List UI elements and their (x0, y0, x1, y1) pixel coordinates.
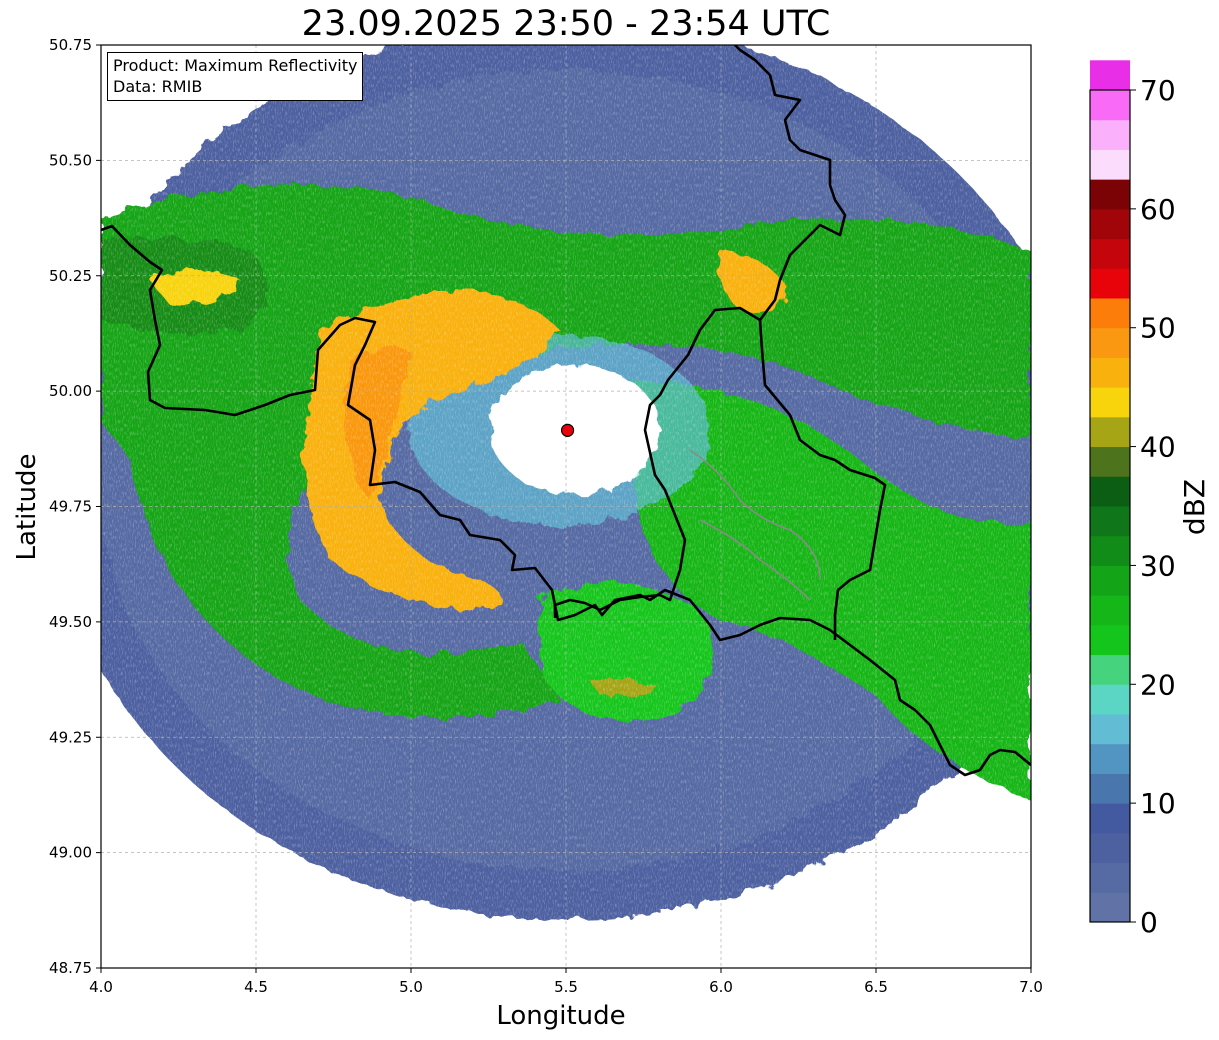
x-tick-label: 4.5 (244, 978, 268, 996)
colorbar-segment (1090, 595, 1130, 626)
x-tick-label: 5.0 (399, 978, 423, 996)
colorbar-segment (1090, 298, 1130, 329)
x-tick-label: 6.5 (864, 978, 888, 996)
colorbar-segment (1090, 238, 1130, 269)
rivers (689, 449, 821, 601)
colorbar-segment (1090, 684, 1130, 715)
info-box: Product: Maximum Reflectivity Data: RMIB (107, 52, 364, 101)
grid (101, 45, 1031, 968)
colorbar-segment (1090, 327, 1130, 358)
x-tick-label: 6.0 (709, 978, 733, 996)
y-tick-label: 50.75 (49, 36, 92, 54)
colorbar-segment (1090, 90, 1130, 121)
colorbar-segment (1090, 624, 1130, 656)
x-tick-label: 4.0 (89, 978, 113, 996)
y-tick-label: 49.00 (49, 844, 92, 862)
colorbar-tick-label: 30 (1140, 549, 1176, 582)
colorbar: 0 10 20 30 40 50 60 70 dBZ (1089, 60, 1211, 939)
x-tick-label: 5.5 (554, 978, 578, 996)
colorbar-tick-label: 60 (1140, 193, 1176, 226)
colorbar-segment (1090, 654, 1130, 685)
plot-area: 4.0 4.5 5.0 5.5 6.0 6.5 7.0 48.75 49.00 49.25 49.… (12, 36, 1043, 1031)
y-tick-label: 48.75 (49, 959, 92, 977)
colorbar-segment (1090, 387, 1130, 418)
colorbar-segment (1090, 535, 1130, 566)
colorbar-tick-label: 70 (1140, 74, 1176, 107)
y-tick-label: 49.25 (49, 728, 92, 746)
y-tick-label: 50.00 (49, 382, 92, 400)
colorbar-segment (1090, 119, 1130, 150)
colorbar-segment (1090, 476, 1130, 507)
x-tick-label: 7.0 (1019, 978, 1043, 996)
colorbar-tick-label: 10 (1140, 787, 1176, 820)
colorbar-segment (1090, 506, 1130, 537)
y-tick-label: 50.25 (49, 267, 92, 285)
x-axis: 4.0 4.5 5.0 5.5 6.0 6.5 7.0 (89, 968, 1043, 996)
colorbar-tick-label: 0 (1140, 906, 1158, 939)
x-axis-label: Longitude (496, 1001, 625, 1031)
colorbar-segment (1090, 803, 1130, 834)
colorbar-tick-label: 50 (1140, 312, 1176, 345)
country-borders (101, 45, 1031, 777)
colorbar-segment (1090, 416, 1130, 448)
map-title: 23.09.2025 23:50 - 23:54 UTC (301, 4, 831, 44)
colorbar-segment (1090, 60, 1130, 91)
y-axis-label: Latitude (12, 453, 42, 560)
colorbar-segment (1090, 179, 1130, 210)
colorbar-segment (1090, 208, 1130, 240)
colorbar-tick-label: 40 (1140, 431, 1176, 464)
colorbar-segment (1090, 743, 1130, 774)
colorbar-segment (1090, 565, 1130, 596)
colorbar-segment (1090, 892, 1130, 923)
colorbar-segment (1090, 862, 1130, 893)
colorbar-segment (1090, 357, 1130, 388)
y-axis: 48.75 49.00 49.25 49.50 49.75 50.00 50.25 50.50… (49, 36, 101, 977)
radar-site-marker (560, 423, 575, 437)
colorbar-segment (1090, 773, 1130, 804)
colorbar-tick-label: 20 (1140, 668, 1176, 701)
y-tick-label: 49.75 (49, 498, 92, 516)
colorbar-label: dBZ (1178, 479, 1211, 535)
colorbar-segment (1090, 714, 1130, 745)
data-source-label: Data: RMIB (113, 77, 203, 96)
colorbar-segment (1090, 149, 1130, 180)
colorbar-segment (1090, 832, 1130, 864)
colorbar-frame (1089, 89, 1131, 923)
product-label: Product: Maximum Reflectivity (113, 56, 358, 75)
colorbar-segment (1090, 268, 1130, 299)
reflectivity-field (101, 45, 1031, 968)
colorbar-segment (1090, 446, 1130, 477)
y-tick-label: 49.50 (49, 613, 92, 631)
y-tick-label: 50.50 (49, 151, 92, 169)
